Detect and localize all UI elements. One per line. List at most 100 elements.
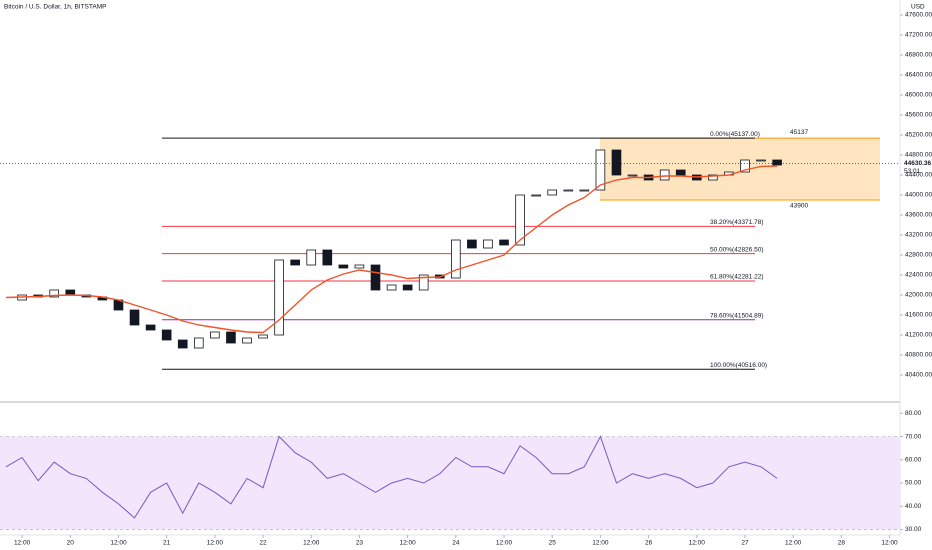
x-tick-label: 22 xyxy=(259,540,267,547)
chart-title: Bitcoin / U.S. Dollar, 1h, BITSTAMP xyxy=(4,4,106,11)
candle xyxy=(226,331,236,344)
fib-label: 100.00%(40516.00) xyxy=(710,362,767,369)
x-tick-label: 27 xyxy=(741,540,749,547)
x-tick-label: 12:00 xyxy=(207,540,224,547)
candle xyxy=(467,239,477,249)
fib-label: 78.60%(41504.89) xyxy=(710,312,764,319)
candle xyxy=(65,289,76,296)
candle xyxy=(338,264,349,269)
candle xyxy=(145,324,156,331)
x-tick-label: 26 xyxy=(645,540,653,547)
y-tick-label: 42000.00 xyxy=(905,292,932,299)
fib-label: 61.80%(42281.22) xyxy=(710,274,764,281)
candle xyxy=(483,239,493,249)
y-tick-label: 40800.00 xyxy=(905,352,932,359)
rsi-tick-label: 50.00 xyxy=(905,480,922,487)
x-tick-label: 12:00 xyxy=(303,540,320,547)
x-tick-label: 28 xyxy=(838,540,846,547)
x-tick-label: 25 xyxy=(549,540,557,547)
candle xyxy=(386,284,397,291)
currency: USD xyxy=(911,4,925,11)
x-tick-label: 20 xyxy=(67,540,75,547)
candle xyxy=(402,284,413,291)
zone xyxy=(600,138,880,200)
candle xyxy=(579,189,590,192)
x-tick-label: 12:00 xyxy=(689,540,706,547)
candle xyxy=(499,239,509,246)
candle xyxy=(756,159,766,162)
x-tick-label: 21 xyxy=(163,540,171,547)
fib-label: 0.00%(45137.00) xyxy=(710,131,760,138)
x-tick-label: 24 xyxy=(452,540,460,547)
candle xyxy=(193,337,204,349)
x-tick-label: 23 xyxy=(356,540,364,547)
candle xyxy=(354,264,365,269)
zone-top-label: 45137 xyxy=(790,129,808,136)
rsi-tick-label: 30.00 xyxy=(905,526,922,533)
y-tick-label: 45600.00 xyxy=(905,112,932,119)
rsi-line xyxy=(5,435,778,519)
candle xyxy=(627,174,638,177)
y-tick-label: 46400.00 xyxy=(905,72,932,79)
y-tick-label: 47600.00 xyxy=(905,12,932,19)
x-tick-label: 12:00 xyxy=(399,540,416,547)
rsi-tick-label: 70.00 xyxy=(905,433,922,440)
zone-bottom-label: 43900 xyxy=(790,203,808,210)
y-tick-label: 40400.00 xyxy=(905,372,932,379)
candle xyxy=(772,159,782,166)
y-tick-label: 41200.00 xyxy=(905,332,932,339)
rsi-band xyxy=(0,436,900,530)
last-price-label: 44630.36 xyxy=(904,160,931,167)
x-tick-label: 12:00 xyxy=(592,540,609,547)
candle xyxy=(451,239,461,279)
candle xyxy=(418,274,429,291)
rsi-tick-label: 80.00 xyxy=(905,410,922,417)
candle xyxy=(563,189,574,192)
candle xyxy=(210,331,220,339)
y-tick-label: 41600.00 xyxy=(905,312,932,319)
y-tick-label: 44800.00 xyxy=(905,152,932,159)
candle xyxy=(515,194,525,246)
x-tick-label: 12:00 xyxy=(496,540,513,547)
candle xyxy=(274,259,284,336)
rsi-tick-label: 60.00 xyxy=(905,457,922,464)
candle xyxy=(49,289,60,298)
candle xyxy=(306,249,317,266)
candle xyxy=(290,259,300,266)
y-tick-label: 42800.00 xyxy=(905,252,932,259)
candle xyxy=(740,159,750,173)
y-tick-label: 43200.00 xyxy=(905,232,932,239)
countdown: 53:01 xyxy=(904,168,921,175)
y-tick-label: 44400.00 xyxy=(905,172,932,179)
x-tick-label: 12:00 xyxy=(881,540,898,547)
y-tick-label: 44000.00 xyxy=(905,192,932,199)
candle xyxy=(161,329,172,341)
candle xyxy=(675,169,686,176)
candle xyxy=(370,264,381,291)
candle xyxy=(322,249,333,266)
candle xyxy=(242,337,252,344)
rsi-tick-label: 40.00 xyxy=(905,503,922,510)
moving-average xyxy=(5,165,778,334)
fib-label: 50.00%(42826.50) xyxy=(710,246,764,253)
x-tick-label: 12:00 xyxy=(14,540,31,547)
candle xyxy=(708,174,718,181)
candle xyxy=(258,334,268,339)
candle xyxy=(129,309,140,326)
candle xyxy=(611,149,622,176)
x-tick-label: 12:00 xyxy=(785,540,802,547)
candle xyxy=(595,149,606,191)
candle xyxy=(547,189,558,196)
candle xyxy=(177,339,188,349)
y-tick-label: 47200.00 xyxy=(905,32,932,39)
candle xyxy=(659,169,670,181)
x-tick-label: 12:00 xyxy=(110,540,127,547)
y-tick-label: 46000.00 xyxy=(905,92,932,99)
y-tick-label: 42400.00 xyxy=(905,272,932,279)
y-tick-label: 45200.00 xyxy=(905,132,932,139)
fib-label: 38.20%(43371.78) xyxy=(710,219,764,226)
y-tick-label: 46800.00 xyxy=(905,52,932,59)
y-tick-label: 43600.00 xyxy=(905,212,932,219)
candle xyxy=(531,194,541,197)
